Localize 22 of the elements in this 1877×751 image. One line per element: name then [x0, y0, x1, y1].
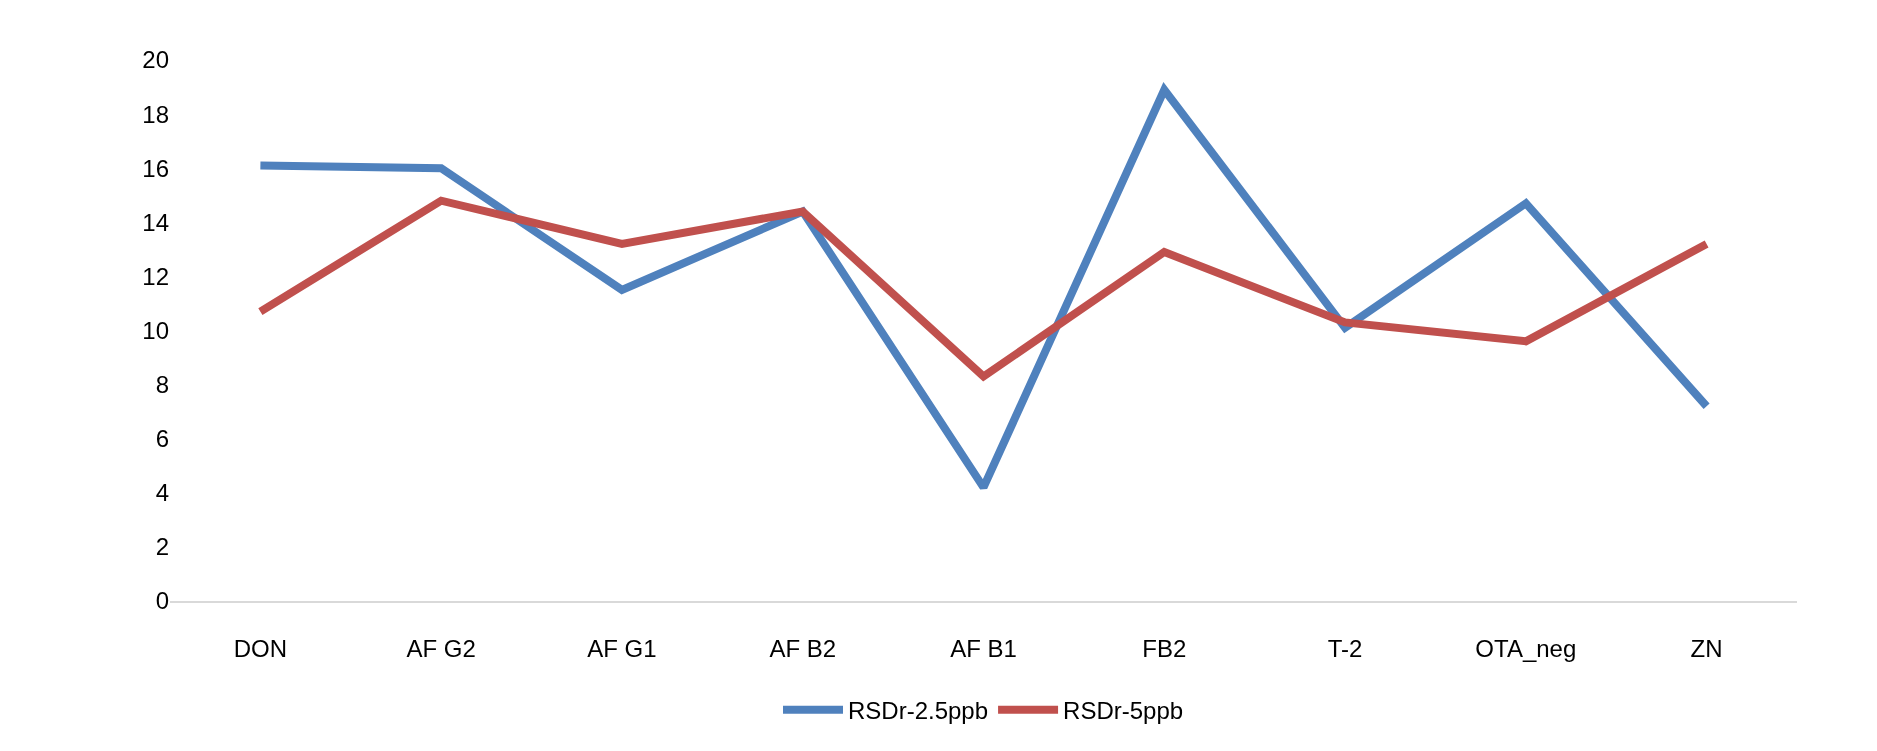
x-tick-label: AF G1: [587, 634, 657, 662]
x-tick-label: AF B2: [769, 634, 837, 662]
y-tick-label: 6: [155, 425, 169, 453]
y-tick-label: 4: [155, 479, 169, 507]
x-tick-label: T-2: [1327, 634, 1363, 662]
y-tick-label: 10: [142, 316, 169, 344]
x-tick-label: OTA_neg: [1475, 634, 1577, 662]
x-tick-label: FB2: [1142, 634, 1187, 662]
x-tick-label: DON: [233, 634, 288, 662]
y-tick-label: 2: [155, 533, 169, 561]
y-tick-label: 16: [142, 154, 169, 182]
x-tick-label: AF G2: [406, 634, 476, 662]
x-tick-label: ZN: [1690, 634, 1723, 662]
y-tick-label: 20: [142, 46, 169, 74]
legend-label: RSDr-5ppb: [1063, 697, 1184, 725]
x-tick-label: AF B1: [950, 634, 1017, 662]
y-tick-label: 0: [155, 587, 169, 615]
y-tick-label: 12: [142, 262, 169, 290]
legend-label: RSDr-2.5ppb: [848, 697, 989, 725]
y-tick-label: 18: [142, 100, 169, 128]
y-tick-label: 8: [155, 371, 169, 398]
y-tick-label: 14: [142, 208, 169, 236]
